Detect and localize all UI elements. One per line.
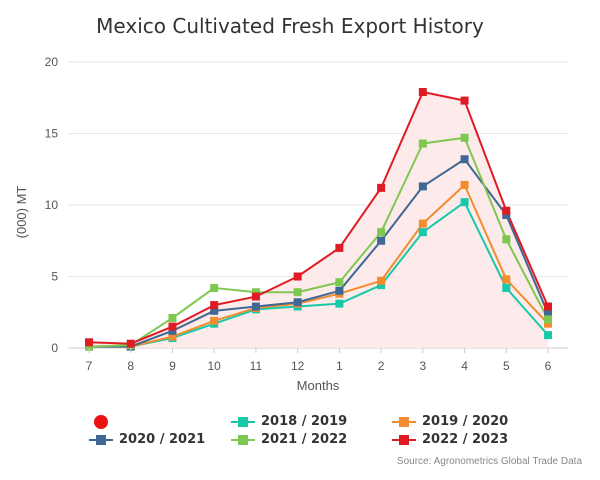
series-line-3	[88, 136, 549, 348]
legend-label: 2018 / 2019	[261, 414, 348, 429]
data-point-4-1[interactable]	[126, 339, 135, 348]
data-point-4-10[interactable]	[502, 206, 511, 215]
data-point-2-11[interactable]	[544, 309, 553, 318]
y-tick-labels: 0 5 10 15 20	[45, 55, 59, 355]
legend-item-2021-2022[interactable]: 2021 / 2022	[231, 432, 347, 447]
data-point-4-9[interactable]	[460, 96, 469, 105]
x-tick-label: 4	[461, 359, 468, 373]
legend-symbol-icon	[89, 434, 113, 445]
data-point-2-2[interactable]	[168, 326, 177, 335]
data-point-2-6[interactable]	[335, 286, 344, 295]
legend-item-2019-2020[interactable]: 2019 / 2020	[392, 414, 508, 429]
data-point-3-5[interactable]	[293, 288, 302, 297]
data-point-1-2[interactable]	[168, 332, 177, 341]
data-point-1-3[interactable]	[210, 316, 219, 325]
y-tick-label: 5	[51, 270, 58, 284]
x-tick-label: 11	[250, 359, 263, 373]
series-lines	[88, 91, 549, 348]
data-point-2-5[interactable]	[293, 298, 302, 307]
data-point-4-8[interactable]	[418, 88, 427, 97]
data-point-4-11[interactable]	[544, 302, 553, 311]
data-point-0-10[interactable]	[502, 283, 511, 292]
series-line-1	[89, 183, 549, 348]
data-point-1-8[interactable]	[418, 219, 427, 228]
data-point-0-11[interactable]	[544, 331, 553, 340]
data-point-1-10[interactable]	[502, 275, 511, 284]
x-tick-label: 9	[169, 359, 176, 373]
legend-symbol-icon	[231, 434, 255, 445]
x-tick-label: 7	[86, 359, 93, 373]
x-tick-label: 10	[208, 359, 222, 373]
source-note: Source: Agronometrics Global Trade Data	[396, 456, 582, 467]
data-point-1-11[interactable]	[544, 319, 553, 328]
data-point-0-9[interactable]	[460, 198, 469, 207]
data-point-2-8[interactable]	[418, 182, 427, 191]
data-point-3-0[interactable]	[85, 342, 93, 351]
data-point-1-9[interactable]	[460, 180, 469, 189]
chart-title: Mexico Cultivated Fresh Export History	[96, 14, 484, 38]
series-area-4	[89, 92, 549, 348]
area-fill	[89, 92, 549, 348]
data-point-3-9[interactable]	[460, 133, 469, 142]
legend-symbol-icon	[392, 434, 416, 445]
data-point-4-2[interactable]	[168, 322, 177, 331]
data-point-2-9[interactable]	[460, 155, 469, 164]
data-point-2-10[interactable]	[502, 211, 511, 220]
data-point-3-4[interactable]	[251, 288, 260, 297]
x-tick-label: 3	[419, 359, 426, 373]
data-point-0-7[interactable]	[377, 281, 386, 290]
data-point-4-4[interactable]	[251, 292, 260, 301]
legend-label: 2020 / 2021	[119, 432, 206, 447]
x-tick-label: 2	[378, 359, 385, 373]
legend-symbol-icon	[392, 416, 416, 427]
x-axis-title: Months	[297, 378, 340, 393]
data-point-3-11[interactable]	[544, 315, 553, 324]
legend-symbol-icon	[231, 416, 255, 427]
data-point-2-3[interactable]	[210, 306, 219, 315]
data-point-4-0[interactable]	[85, 338, 93, 347]
data-point-0-8[interactable]	[418, 228, 427, 237]
data-point-3-6[interactable]	[335, 278, 344, 287]
series-line-0	[89, 201, 549, 348]
y-tick-label: 10	[45, 198, 59, 212]
data-point-3-3[interactable]	[210, 283, 219, 292]
series-line-2	[89, 158, 549, 348]
legend-label: 2019 / 2020	[422, 414, 509, 429]
legend-label: 2022 / 2023	[422, 432, 509, 447]
series-markers	[85, 88, 553, 351]
data-point-3-7[interactable]	[377, 228, 386, 237]
data-point-4-6[interactable]	[335, 243, 344, 252]
x-tick-label: 8	[127, 359, 134, 373]
data-point-2-7[interactable]	[377, 236, 386, 245]
x-tick-label: 5	[503, 359, 510, 373]
x-tick-labels: 7 8 9 10 11 12 1 2 3 4 5 6	[86, 348, 552, 373]
data-point-3-8[interactable]	[418, 139, 427, 148]
x-tick-label: 12	[291, 359, 305, 373]
y-axis-title: (000) MT	[14, 186, 29, 239]
data-point-3-10[interactable]	[502, 235, 511, 244]
legend-label: 2021 / 2022	[261, 432, 348, 447]
x-tick-label: 1	[336, 359, 343, 373]
legend-item-2018-2019[interactable]: 2018 / 2019	[231, 414, 347, 429]
series-line-4	[88, 91, 549, 345]
legend-item-2022-2023[interactable]: 2022 / 2023	[392, 432, 508, 447]
data-point-4-3[interactable]	[210, 301, 219, 310]
y-tick-label: 20	[45, 55, 59, 69]
x-tick-label: 6	[545, 359, 552, 373]
legend-item-2020-2021[interactable]: 2020 / 2021	[89, 432, 205, 447]
data-point-0-6[interactable]	[335, 299, 344, 308]
data-point-4-5[interactable]	[293, 272, 302, 281]
data-point-2-4[interactable]	[251, 302, 260, 311]
y-tick-label: 15	[45, 127, 59, 141]
data-point-3-2[interactable]	[168, 313, 177, 322]
data-point-4-7[interactable]	[377, 183, 386, 192]
y-tick-label: 0	[51, 341, 58, 355]
data-point-1-7[interactable]	[377, 276, 386, 285]
